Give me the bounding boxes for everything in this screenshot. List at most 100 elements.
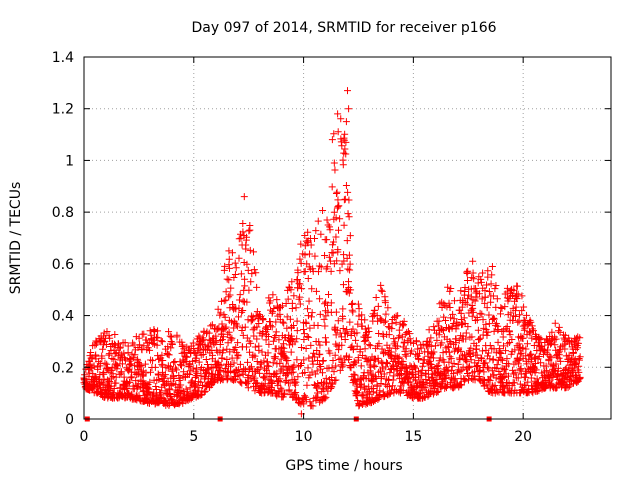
- data-point: [227, 284, 235, 292]
- data-point: [379, 388, 387, 396]
- data-point: [361, 325, 369, 333]
- data-point: [287, 336, 295, 344]
- data-point: [336, 215, 344, 223]
- data-point: [426, 360, 434, 368]
- data-point: [255, 346, 263, 354]
- data-point: [158, 338, 166, 346]
- data-point: [501, 303, 509, 311]
- data-point: [307, 313, 315, 321]
- data-point: [85, 369, 93, 377]
- data-point: [253, 357, 261, 365]
- data-point: [340, 251, 348, 259]
- data-point: [296, 293, 304, 301]
- data-point: [304, 364, 312, 372]
- data-point: [559, 379, 567, 387]
- data-point: [512, 307, 520, 315]
- data-point: [400, 317, 408, 325]
- data-point: [334, 203, 342, 211]
- data-point: [268, 323, 276, 331]
- data-point: [252, 269, 260, 277]
- data-point: [467, 352, 475, 360]
- x-tick-label: 15: [404, 429, 422, 445]
- data-point: [434, 387, 442, 395]
- data-point: [152, 386, 160, 394]
- data-point: [400, 321, 408, 329]
- data-point: [425, 373, 433, 381]
- data-point: [352, 336, 360, 344]
- grid: [84, 57, 611, 419]
- data-point: [319, 207, 327, 215]
- data-point: [278, 365, 286, 373]
- data-point: [374, 395, 382, 403]
- data-point: [281, 353, 289, 361]
- data-point: [265, 340, 273, 348]
- data-point: [515, 317, 523, 325]
- data-point: [165, 351, 173, 359]
- data-point: [470, 275, 478, 283]
- data-point: [468, 333, 476, 341]
- data-point: [443, 303, 451, 311]
- data-point: [322, 338, 330, 346]
- data-point: [117, 368, 125, 376]
- data-point: [457, 381, 465, 389]
- data-point: [561, 345, 569, 353]
- data-point: [481, 299, 489, 307]
- data-point: [179, 341, 187, 349]
- data-point: [327, 299, 335, 307]
- data-point: [531, 354, 539, 362]
- data-point: [103, 360, 111, 368]
- data-point: [149, 339, 157, 347]
- data-point: [320, 315, 328, 323]
- data-point: [307, 241, 315, 249]
- data-point: [137, 362, 145, 370]
- data-point: [246, 348, 254, 356]
- data-point: [463, 358, 471, 366]
- data-point: [480, 368, 488, 376]
- data-point: [354, 356, 362, 364]
- y-tick-label: 0: [65, 412, 74, 428]
- data-point: [488, 262, 496, 270]
- data-point: [380, 332, 388, 340]
- data-point: [85, 386, 93, 394]
- data-point: [476, 290, 484, 298]
- data-point: [416, 389, 424, 397]
- data-point: [230, 376, 238, 384]
- data-point: [575, 356, 583, 364]
- data-point: [489, 355, 497, 363]
- data-point: [444, 283, 452, 291]
- data-point: [101, 359, 109, 367]
- data-point: [490, 315, 498, 323]
- data-point: [264, 325, 272, 333]
- data-point: [162, 379, 170, 387]
- data-point: [518, 292, 526, 300]
- data-point: [369, 310, 377, 318]
- data-point: [364, 389, 372, 397]
- data-point: [134, 358, 142, 366]
- data-point: [126, 378, 134, 386]
- data-point: [336, 267, 344, 275]
- data-point: [514, 360, 522, 368]
- data-point: [306, 398, 314, 406]
- data-point: [444, 343, 452, 351]
- data-point: [275, 336, 283, 344]
- data-point: [382, 310, 390, 318]
- data-point: [517, 370, 525, 378]
- data-point: [289, 368, 297, 376]
- data-point: [570, 364, 578, 372]
- data-point: [392, 318, 400, 326]
- data-point: [438, 339, 446, 347]
- data-point: [417, 344, 425, 352]
- y-tick-label: 0.8: [52, 205, 74, 221]
- data-point: [329, 249, 337, 257]
- data-point: [131, 351, 139, 359]
- data-point: [331, 166, 339, 174]
- data-point: [555, 327, 563, 335]
- data-point: [258, 348, 266, 356]
- x-tick-label: 10: [295, 429, 313, 445]
- data-point: [435, 357, 443, 365]
- data-point: [389, 382, 397, 390]
- data-point: [343, 326, 351, 334]
- data-point: [575, 368, 583, 376]
- data-point: [387, 348, 395, 356]
- data-point: [339, 361, 347, 369]
